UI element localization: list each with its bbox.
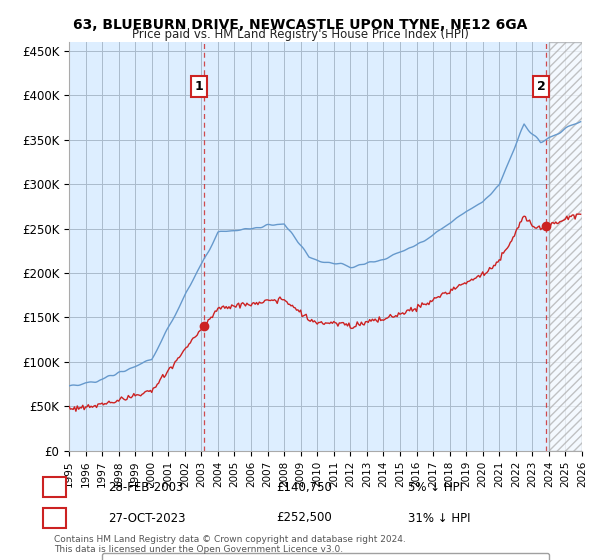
Text: 1: 1 [194, 80, 203, 93]
Text: Price paid vs. HM Land Registry's House Price Index (HPI): Price paid vs. HM Land Registry's House … [131, 28, 469, 41]
Bar [549, 42, 582, 451]
Text: 2: 2 [50, 511, 59, 525]
Text: 1: 1 [50, 480, 59, 494]
Legend: 63, BLUEBURN DRIVE, NEWCASTLE UPON TYNE, NE12 6GA (detached house), HPI: Average: 63, BLUEBURN DRIVE, NEWCASTLE UPON TYNE,… [102, 553, 549, 560]
Text: £140,750: £140,750 [276, 480, 332, 494]
Text: 28-FEB-2003: 28-FEB-2003 [108, 480, 184, 494]
Text: Contains HM Land Registry data © Crown copyright and database right 2024.
This d: Contains HM Land Registry data © Crown c… [54, 535, 406, 554]
Text: 31% ↓ HPI: 31% ↓ HPI [408, 511, 470, 525]
Text: £252,500: £252,500 [276, 511, 332, 525]
Text: 2: 2 [536, 80, 545, 93]
Text: 27-OCT-2023: 27-OCT-2023 [108, 511, 185, 525]
Text: 63, BLUEBURN DRIVE, NEWCASTLE UPON TYNE, NE12 6GA: 63, BLUEBURN DRIVE, NEWCASTLE UPON TYNE,… [73, 18, 527, 32]
Text: 5% ↓ HPI: 5% ↓ HPI [408, 480, 463, 494]
